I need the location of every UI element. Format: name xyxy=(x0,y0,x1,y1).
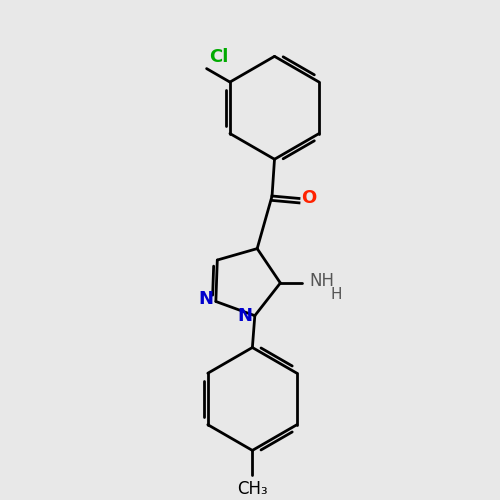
Text: N: N xyxy=(198,290,214,308)
Text: NH: NH xyxy=(310,272,335,289)
Text: CH₃: CH₃ xyxy=(237,480,268,498)
Text: Cl: Cl xyxy=(209,48,229,66)
Text: H: H xyxy=(330,287,342,302)
Text: O: O xyxy=(302,190,316,208)
Text: N: N xyxy=(238,306,252,324)
